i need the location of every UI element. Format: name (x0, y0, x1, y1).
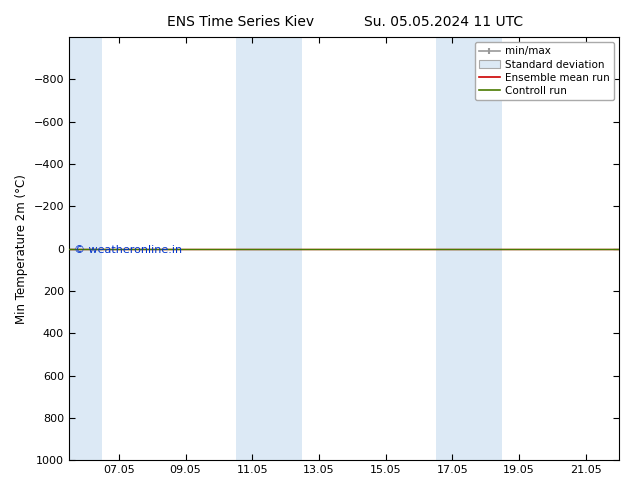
Text: © weatheronline.in: © weatheronline.in (74, 245, 183, 255)
Text: ENS Time Series Kiev: ENS Time Series Kiev (167, 15, 314, 29)
Legend: min/max, Standard deviation, Ensemble mean run, Controll run: min/max, Standard deviation, Ensemble me… (475, 42, 614, 100)
Y-axis label: Min Temperature 2m (°C): Min Temperature 2m (°C) (15, 173, 28, 323)
Bar (236, 37, 302, 460)
Bar (69, 37, 102, 460)
Bar (436, 37, 502, 460)
Text: Su. 05.05.2024 11 UTC: Su. 05.05.2024 11 UTC (365, 15, 523, 29)
